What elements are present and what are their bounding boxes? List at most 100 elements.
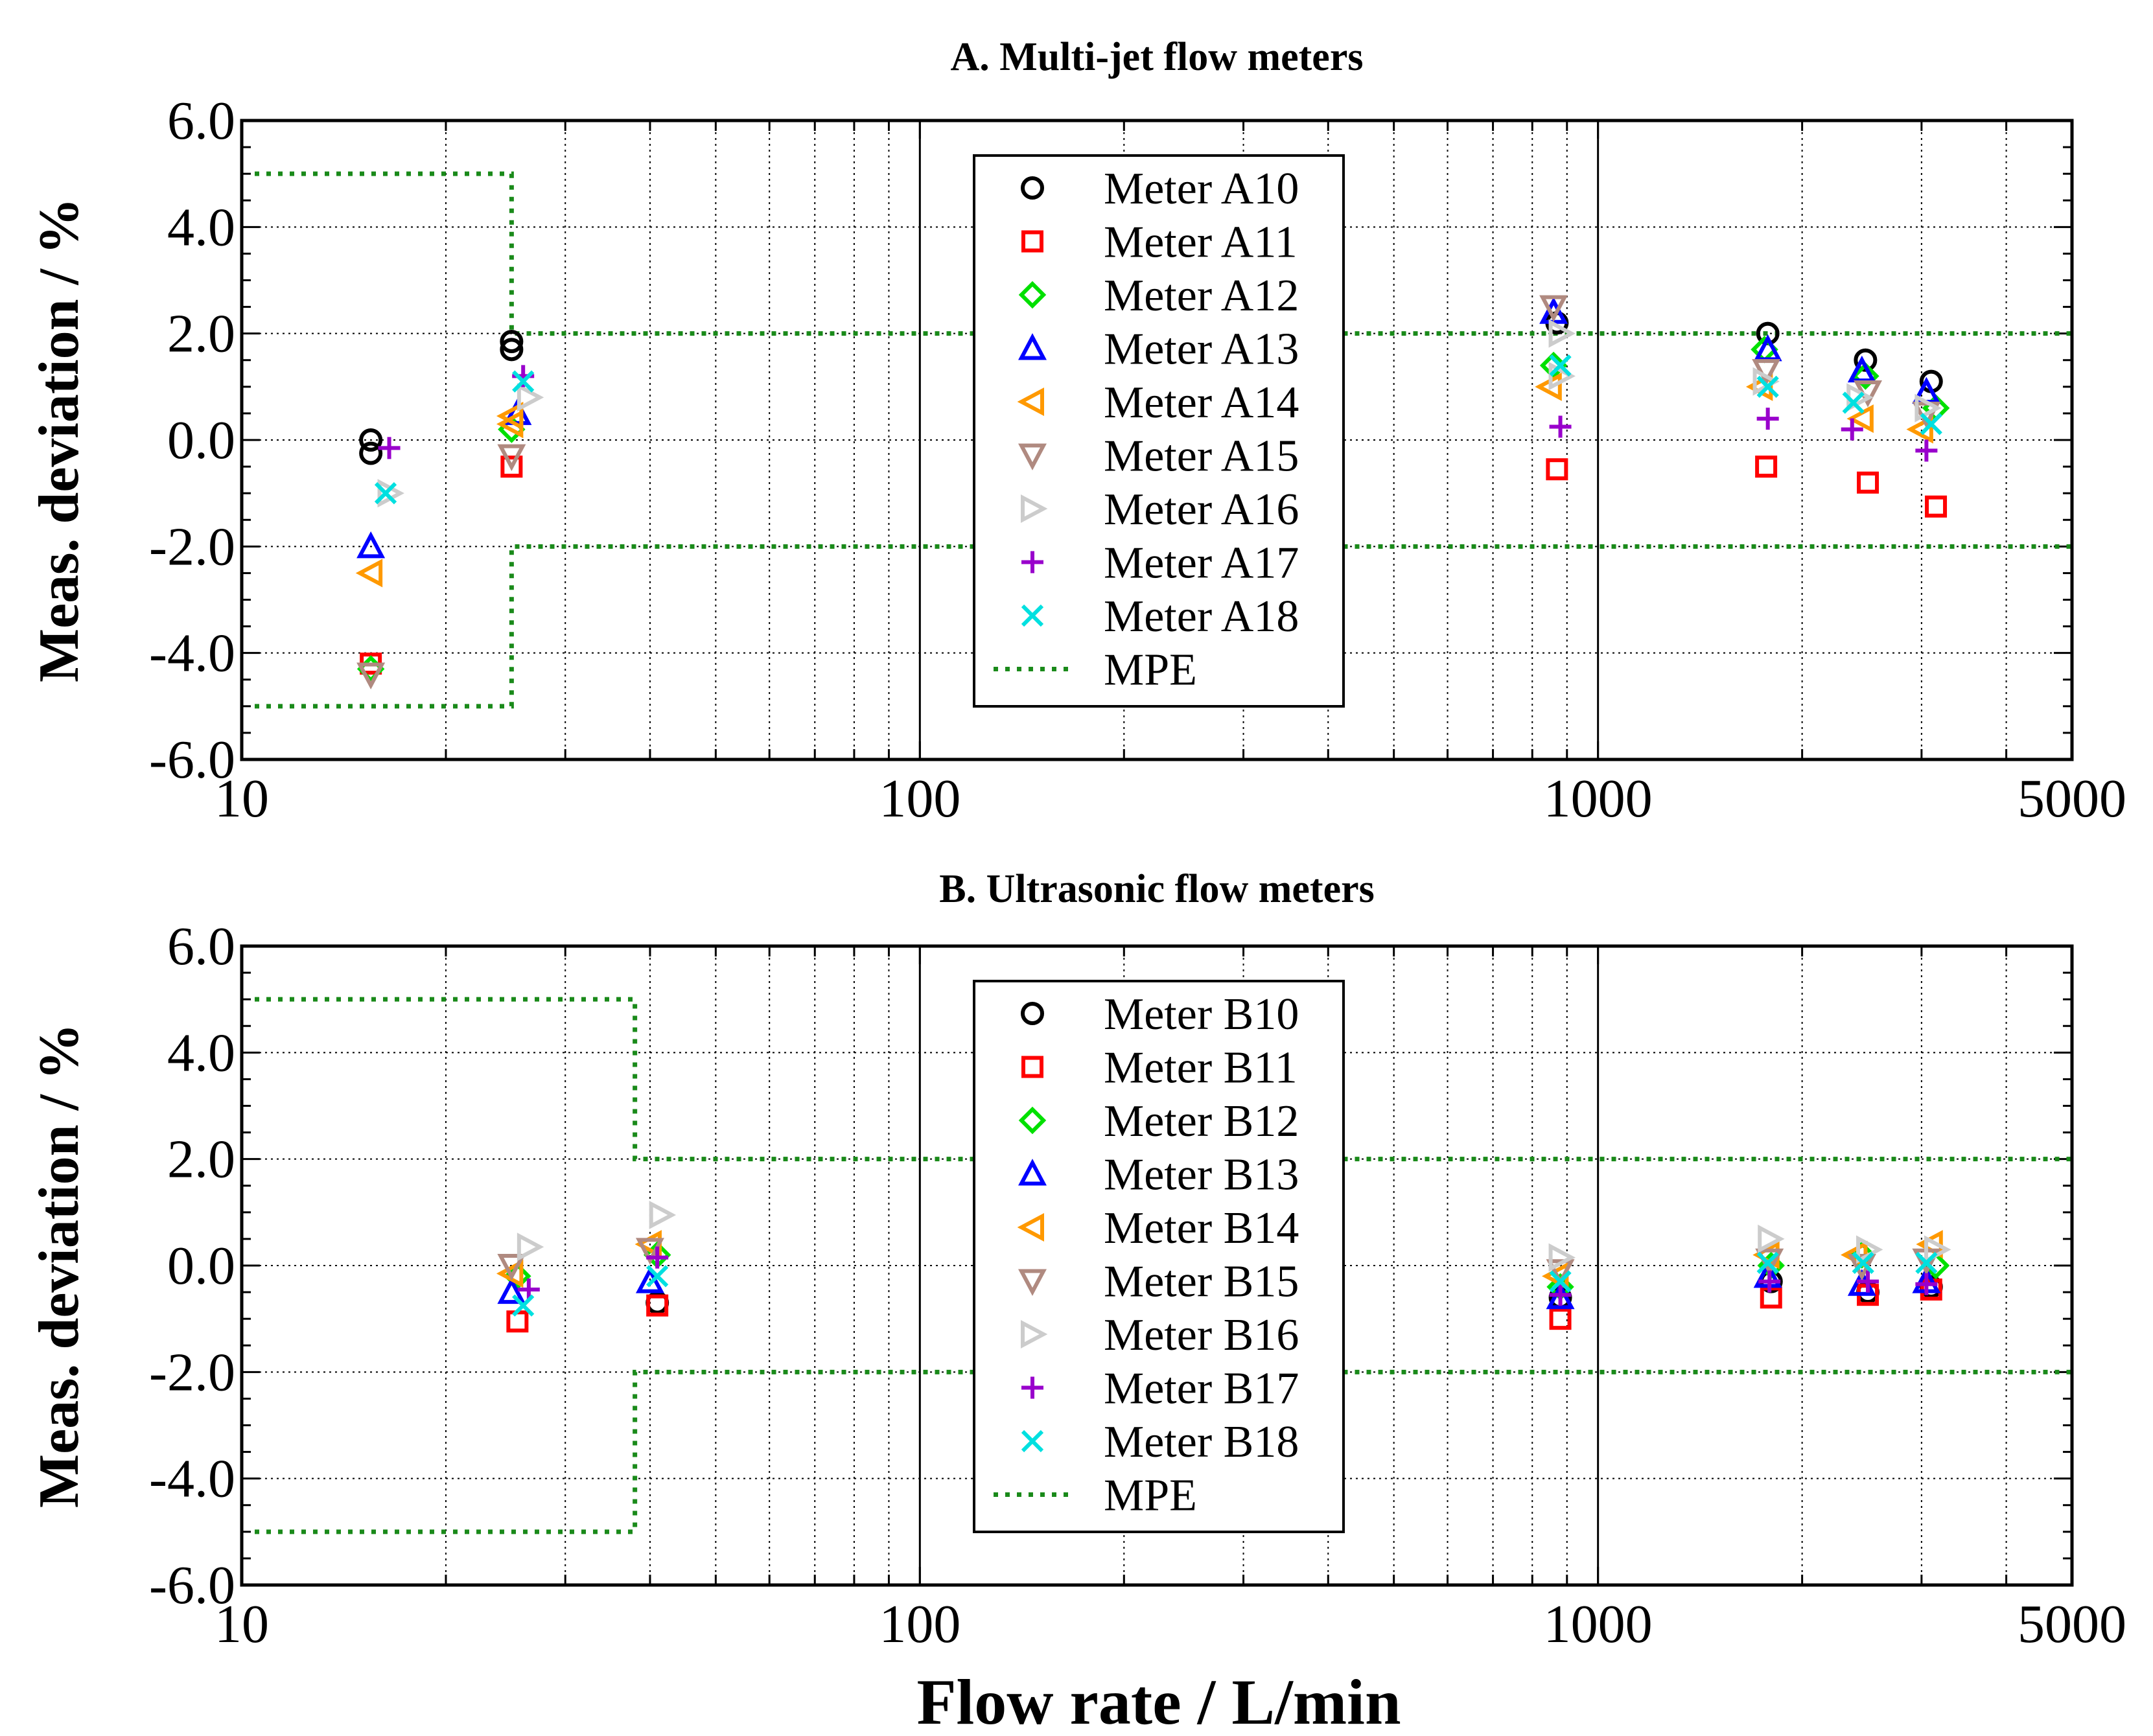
data-points xyxy=(496,1200,1951,1333)
legend-marker xyxy=(1021,1429,1044,1453)
data-point xyxy=(1756,375,1779,398)
data-point xyxy=(512,370,535,393)
data-point xyxy=(1920,413,1942,435)
legend-marker xyxy=(1017,1213,1044,1242)
legend-marker xyxy=(1018,443,1047,470)
y-tick-label: -2.0 xyxy=(149,516,235,577)
data-point xyxy=(1549,415,1572,438)
x-tick-label: 10 xyxy=(215,769,269,829)
data-point xyxy=(512,1294,535,1317)
mpe-upper-line xyxy=(255,997,2072,1162)
data-point xyxy=(649,1200,677,1229)
data-point xyxy=(1755,456,1778,478)
y-tick-label: 0.0 xyxy=(167,1236,235,1296)
data-point xyxy=(646,1265,669,1288)
grid xyxy=(242,121,2072,759)
panel-a: A. Multi-jet flow meters 10 100 1000 5000 6.0… xyxy=(28,35,2126,829)
legend-marker xyxy=(1021,176,1044,200)
y-tick-label: -4.0 xyxy=(149,1449,235,1509)
legend-marker xyxy=(1021,1056,1043,1078)
legend-marker xyxy=(1018,1159,1047,1186)
data-point xyxy=(635,1266,664,1293)
data-point xyxy=(356,662,386,689)
y-tick-label: 4.0 xyxy=(167,197,235,257)
legend-label: Meter B11 xyxy=(1104,1043,1298,1093)
y-tick-label: 4.0 xyxy=(167,1023,235,1083)
data-point xyxy=(1539,295,1568,322)
data-point xyxy=(517,383,544,412)
plot-frame xyxy=(240,944,2074,1587)
legend-marker xyxy=(1021,1376,1043,1399)
data-point xyxy=(1842,391,1865,414)
data-point xyxy=(517,1233,544,1262)
data-point xyxy=(500,329,524,353)
legend-marker xyxy=(1017,388,1044,416)
legend-marker xyxy=(1021,1320,1048,1348)
data-point xyxy=(1546,1259,1575,1286)
data-point xyxy=(1546,458,1568,481)
data-point xyxy=(646,1246,669,1269)
legend-marker xyxy=(1021,604,1044,627)
data-point xyxy=(1915,1251,1938,1275)
data-point xyxy=(1549,1284,1572,1306)
data-point xyxy=(1546,1282,1575,1310)
legend-marker xyxy=(1021,230,1043,253)
data-point xyxy=(1548,362,1576,391)
legend-marker xyxy=(1021,494,1048,523)
data-point xyxy=(1914,393,1942,422)
mpe-lower-line xyxy=(255,544,2072,709)
data-point xyxy=(1857,471,1880,494)
legend-label: Meter A14 xyxy=(1104,378,1299,428)
y-tick-label: -2.0 xyxy=(149,1342,235,1402)
data-point xyxy=(646,1294,669,1317)
legend-marker xyxy=(1018,1106,1047,1135)
data-point xyxy=(1925,495,1948,518)
y-tick-label: -4.0 xyxy=(149,623,235,684)
y-tick-label: 2.0 xyxy=(167,1129,235,1190)
data-point xyxy=(1548,1243,1576,1272)
data-point xyxy=(377,479,404,508)
data-point xyxy=(355,559,383,588)
data-point xyxy=(1852,1251,1874,1275)
legend-label: Meter B17 xyxy=(1104,1364,1299,1414)
data-point xyxy=(1852,362,1880,390)
data-point xyxy=(497,444,526,472)
mpe-lower-line xyxy=(255,1369,2072,1534)
y-tick-label: 6.0 xyxy=(167,916,235,977)
data-point xyxy=(500,456,523,478)
legend-label: Meter A15 xyxy=(1104,432,1299,481)
legend-label-mpe: MPE xyxy=(1104,645,1197,695)
legend-marker xyxy=(1018,281,1047,309)
legend-label: Meter B14 xyxy=(1104,1203,1299,1253)
legend-marker xyxy=(1018,1269,1047,1296)
data-point xyxy=(1841,418,1863,441)
legend-label: Meter A10 xyxy=(1104,164,1299,214)
y-tick-label: 2.0 xyxy=(167,304,235,364)
data-point xyxy=(496,402,524,431)
legend-label: Meter B10 xyxy=(1104,990,1299,1039)
data-point xyxy=(1758,1270,1781,1293)
legend-marker xyxy=(1021,551,1043,573)
legend-marker xyxy=(1018,333,1047,360)
legend-marker xyxy=(1021,1002,1044,1025)
data-point xyxy=(1539,351,1568,380)
legend-label: Meter B12 xyxy=(1104,1096,1299,1146)
data-point xyxy=(497,1254,526,1281)
x-tick-label: 100 xyxy=(879,769,960,829)
data-point xyxy=(1857,1270,1880,1293)
legend-label: Meter A18 xyxy=(1104,592,1299,642)
data-point xyxy=(378,437,401,459)
legend-label-mpe: MPE xyxy=(1104,1471,1197,1521)
data-point xyxy=(356,531,386,559)
panel-b: B. Ultrasonic flow meters 10 100 1000 5000 6.… xyxy=(28,867,2126,1654)
data-point xyxy=(1549,1270,1572,1293)
legend-label: Meter A12 xyxy=(1104,271,1299,321)
y-tick-label: 6.0 xyxy=(167,91,235,151)
data-point xyxy=(374,482,397,505)
plot-frame xyxy=(240,119,2074,761)
legend-label: Meter B15 xyxy=(1104,1257,1299,1307)
data-point xyxy=(359,428,383,452)
x-axis-label: Flow rate / L/min xyxy=(916,1666,1401,1736)
data-point xyxy=(1758,1224,1785,1253)
